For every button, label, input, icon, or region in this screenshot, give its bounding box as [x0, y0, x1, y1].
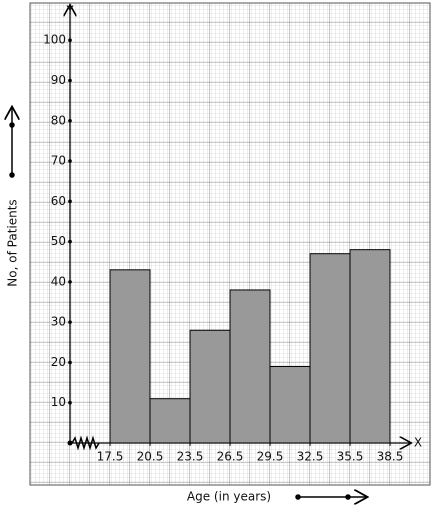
x-tick-label: 38.5: [377, 450, 404, 464]
bar: [269, 365, 311, 444]
scale-arrow: [10, 108, 14, 178]
y-tick: [68, 38, 72, 43]
x-tick-label: 20.5: [137, 450, 164, 464]
y-tick-label: 80: [51, 113, 66, 127]
y-tick-label: 10: [51, 395, 66, 409]
y-tick: [68, 118, 72, 123]
y-axis-name: Y: [65, 4, 74, 18]
y-tick-label: 70: [51, 154, 66, 168]
x-tick-label: 17.5: [97, 450, 124, 464]
axis-break: [71, 435, 100, 451]
x-tick-label: 35.5: [337, 450, 364, 464]
y-axis-label: No, of Patients: [6, 199, 20, 286]
y-tick: [68, 239, 72, 244]
y-tick-label: 90: [51, 73, 66, 87]
x-tick-label: 29.5: [257, 450, 284, 464]
bar: [149, 398, 191, 444]
y-tick: [68, 159, 72, 163]
y-tick: [68, 360, 72, 365]
y-tick: [68, 78, 72, 83]
y-tick: [68, 400, 72, 405]
scale-arrow: [295, 495, 366, 499]
x-tick-label: 32.5: [297, 450, 324, 464]
x-tick-label: 23.5: [177, 450, 204, 464]
bar: [229, 289, 271, 444]
bar: [189, 329, 231, 444]
y-tick-label: 50: [51, 234, 66, 248]
y-tick-label: 60: [51, 194, 66, 208]
bar: [109, 269, 151, 444]
y-tick-label: 20: [51, 355, 66, 369]
y-tick-label: 100: [43, 33, 66, 47]
y-tick: [68, 280, 72, 284]
y-tick-label: 30: [51, 315, 66, 329]
x-axis-name: X: [414, 436, 422, 450]
plot: Y X 10 20 30 40 50 60 70 80 90 100 17.5 20.5 23.5 26.5 2…: [43, 4, 422, 464]
x-tick-label: 26.5: [217, 450, 244, 464]
bar: [309, 253, 351, 444]
x-axis-label: Age (in years): [187, 490, 271, 504]
y-tick: [68, 199, 72, 204]
bar: [349, 249, 391, 444]
y-tick: [68, 320, 72, 324]
y-tick-label: 40: [51, 274, 66, 288]
origin: [67, 440, 73, 446]
